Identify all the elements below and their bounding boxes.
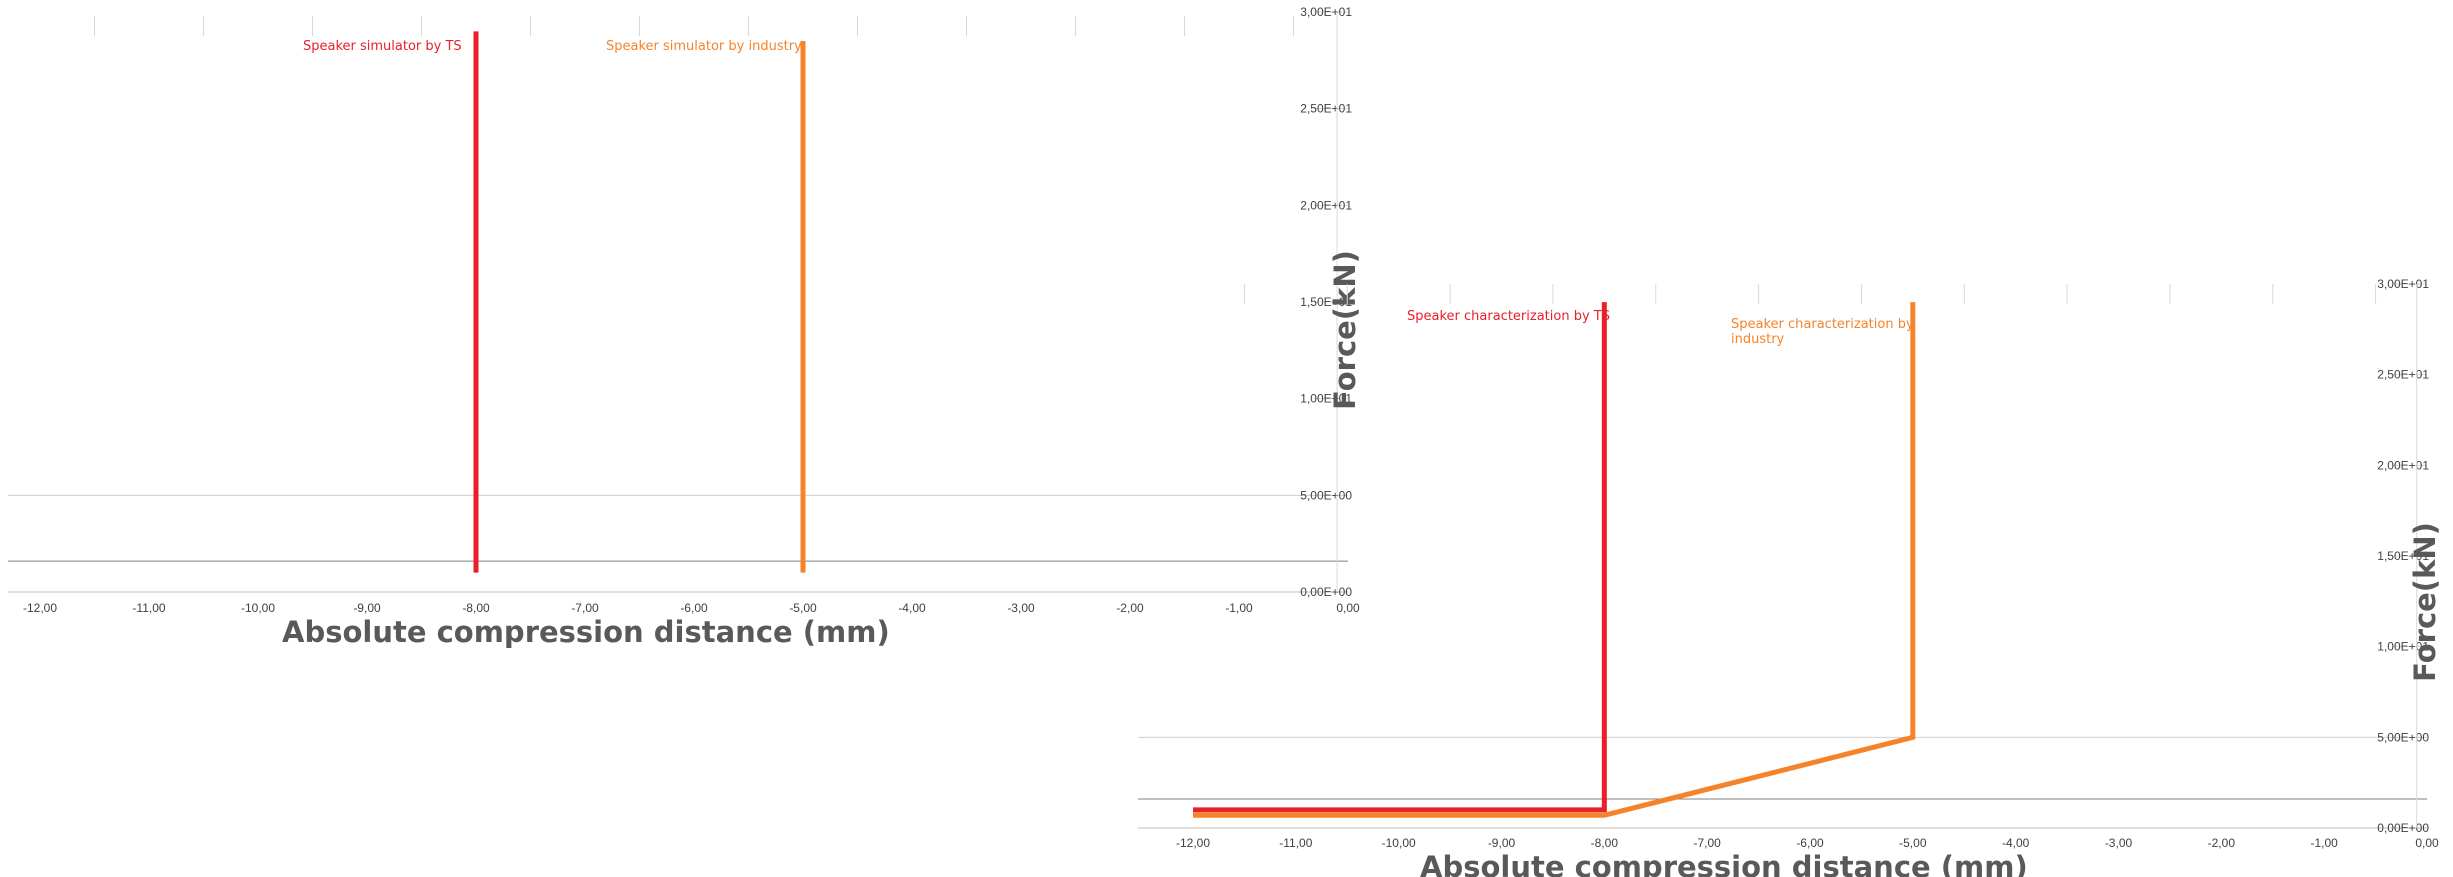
x-tick-label: -3,00 xyxy=(1007,601,1035,615)
x-tick-label: -11,00 xyxy=(1279,836,1312,850)
y-axis-title: Force(kN) xyxy=(1328,250,1362,410)
x-tick-label: -10,00 xyxy=(1382,836,1416,850)
x-tick-label: -12,00 xyxy=(23,601,57,615)
x-tick-label: -1,00 xyxy=(1225,601,1253,615)
y-tick-label: 0,00E+00 xyxy=(1300,585,1352,599)
x-tick-label: -9,00 xyxy=(353,601,381,615)
x-tick-label: -3,00 xyxy=(2105,836,2133,850)
chart-speaker-characterization: 0,00E+00 5,00E+00 1,00E+01 1,50E+01 2,00E+01… xyxy=(1138,277,2442,877)
x-axis-title: Absolute compression distance (mm) xyxy=(282,615,890,649)
series-line-industry xyxy=(1193,302,1916,818)
y-tick-label: 2,50E+01 xyxy=(1300,102,1352,116)
y-tick-label: 2,00E+01 xyxy=(2377,458,2429,472)
series-label: Speaker simulator by TS xyxy=(303,39,462,54)
x-tick-label: -12,00 xyxy=(1176,836,1210,850)
x-tick-label: -5,00 xyxy=(1899,836,1927,850)
x-tick-label: -11,00 xyxy=(132,601,165,615)
y-axis-title: Force(kN) xyxy=(2408,522,2442,682)
series-label: Speaker characterization by TS xyxy=(1407,309,1610,324)
x-tick-label: -6,00 xyxy=(1796,836,1824,850)
x-axis-title: Absolute compression distance (mm) xyxy=(1420,850,2028,877)
y-tick-label: 1,00E+01 xyxy=(1300,392,1352,406)
series-label: Speaker characterization by industry xyxy=(1731,317,1914,347)
series-label: Speaker simulator by industry xyxy=(606,39,802,54)
y-tick-label: 5,00E+00 xyxy=(1300,488,1352,502)
x-tick-label: -9,00 xyxy=(1488,836,1516,850)
x-tick-label: -2,00 xyxy=(2208,836,2236,850)
chart-speaker-simulator: 0,00E+00 5,00E+00 1,00E+01 1,50E+01 2,00E+01… xyxy=(8,5,1362,649)
y-tick-label: 3,00E+01 xyxy=(1300,5,1352,19)
x-tick-label: -7,00 xyxy=(571,601,599,615)
x-tick-label: -4,00 xyxy=(898,601,926,615)
y-tick-label: 5,00E+00 xyxy=(2377,730,2429,744)
x-tick-label: -5,00 xyxy=(789,601,817,615)
y-tick-label: 2,00E+01 xyxy=(1300,198,1352,212)
y-tick-label: 2,50E+01 xyxy=(2377,368,2429,382)
x-tick-label: -1,00 xyxy=(2310,836,2338,850)
x-tick-label: -2,00 xyxy=(1116,601,1144,615)
x-tick-label: -7,00 xyxy=(1693,836,1721,850)
x-tick-label: -8,00 xyxy=(462,601,490,615)
x-tick-label: -6,00 xyxy=(680,601,708,615)
x-tick-label: -8,00 xyxy=(1591,836,1619,850)
x-tick-label: 0,00 xyxy=(2415,836,2439,850)
x-tick-label: 0,00 xyxy=(1336,601,1360,615)
y-tick-label: 3,00E+01 xyxy=(2377,277,2429,291)
x-tick-label: -10,00 xyxy=(241,601,275,615)
y-tick-label: 1,50E+01 xyxy=(1300,295,1352,309)
series-line-ts xyxy=(1193,302,1607,813)
y-tick-label: 0,00E+00 xyxy=(2377,821,2429,835)
x-tick-label: -4,00 xyxy=(2002,836,2030,850)
